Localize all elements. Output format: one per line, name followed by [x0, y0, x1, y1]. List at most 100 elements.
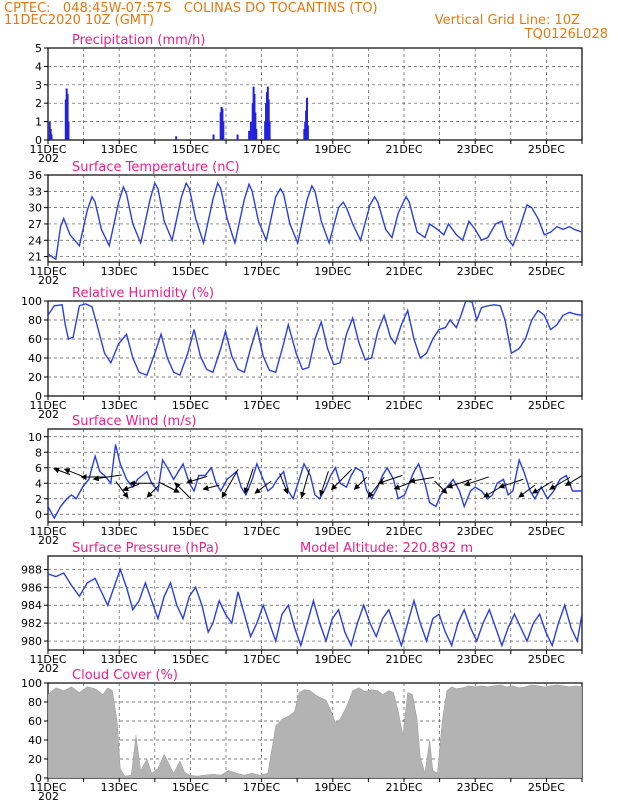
x-tick-label: 17DEC: [243, 265, 280, 278]
y-tick-label: 8: [35, 446, 42, 459]
panel-title: Surface Pressure (hPa): [72, 541, 219, 556]
panel-frame: [47, 428, 583, 523]
panel-plot-area: [48, 86, 309, 140]
precip-bar: [305, 97, 308, 140]
wind-arrow: [518, 484, 536, 498]
x-tick-label: 21DEC: [385, 781, 422, 794]
y-tick-label: 980: [21, 635, 42, 648]
series-line: [48, 444, 582, 520]
wind-arrow: [549, 476, 571, 490]
header-run-date: 11DEC2020 10Z (GMT): [4, 13, 155, 28]
y-tick-label: 40: [28, 734, 42, 747]
precip-bar: [50, 134, 53, 140]
x-tick-label: 19DEC: [314, 653, 351, 666]
panel-frame: [47, 47, 583, 141]
x-tick-label: 25DEC: [528, 143, 565, 156]
precip-bar: [254, 112, 257, 140]
header-grid-note: Vertical Grid Line: 10Z: [434, 13, 580, 28]
x-year-label: 202: [38, 534, 59, 547]
x-tick-label: 17DEC: [243, 525, 280, 538]
precip-bar: [236, 134, 239, 140]
x-tick-label: 23DEC: [457, 781, 494, 794]
y-tick-label: 24: [28, 234, 42, 247]
panel-0: 0 1 2 3 4 5 11DEC 13DEC 15DEC 17DEC 19DEC 21DEC 23DE…: [29, 33, 583, 165]
series-line: [48, 301, 582, 377]
wind-arrow: [564, 475, 582, 486]
wind-arrow: [300, 469, 311, 499]
wind-arrow: [393, 480, 415, 490]
wind-arrow: [158, 481, 180, 493]
y-tick-label: 0: [35, 134, 42, 147]
wind-arrow: [367, 476, 385, 498]
x-tick-label: 21DEC: [385, 653, 422, 666]
panel-subtitle: Model Altitude: 220.892 m: [300, 541, 473, 556]
panel-title: Relative Humidity (%): [72, 286, 214, 301]
panel-title: Surface Wind (m/s): [72, 414, 196, 429]
wind-arrow: [174, 482, 192, 500]
x-tick-label: 23DEC: [457, 399, 494, 412]
wind-arrow: [122, 483, 140, 492]
y-tick-label: 20: [28, 753, 42, 766]
y-tick-label: 4: [35, 60, 42, 73]
y-tick-label: 3: [35, 79, 42, 92]
x-tick-label: 15DEC: [172, 143, 209, 156]
y-tick-label: 20: [28, 371, 42, 384]
panel-frame: [47, 300, 583, 397]
wind-arrow: [146, 484, 160, 498]
x-tick-label: 25DEC: [528, 525, 565, 538]
panel-2: 0 20 40 60 80 100 11DEC 13DEC 15DEC 17DEC 19DEC 21D…: [21, 286, 583, 421]
wind-arrow: [463, 476, 489, 487]
wind-arrow: [53, 467, 71, 476]
x-year-label: 202: [38, 274, 59, 287]
x-tick-label: 19DEC: [314, 143, 351, 156]
precip-bar: [267, 99, 270, 140]
x-year-label: 202: [38, 790, 59, 800]
x-tick-label: 13DEC: [101, 525, 138, 538]
x-tick-label: 11DEC: [29, 653, 66, 666]
precip-bar: [306, 125, 309, 140]
panel-plot-area: [48, 567, 582, 648]
wind-arrow: [434, 480, 448, 494]
series-line: [48, 181, 582, 261]
wind-arrow: [254, 480, 272, 494]
precip-bar: [268, 121, 271, 140]
wind-arrow: [353, 476, 367, 490]
precip-bar: [212, 134, 215, 140]
panel-4: 980 982 984 986 988 11DEC 13DEC 15DEC 17DEC 19DEC…: [21, 541, 583, 675]
x-tick-label: 21DEC: [385, 143, 422, 156]
y-tick-label: 100: [21, 677, 42, 690]
wind-arrow: [92, 474, 122, 482]
precip-bar: [248, 130, 251, 140]
y-tick-label: 27: [28, 218, 42, 231]
x-year-label: 202: [38, 152, 59, 165]
panel-title: Precipitation (mm/h): [72, 33, 205, 48]
wind-arrow: [279, 473, 289, 495]
x-tick-label: 17DEC: [243, 781, 280, 794]
wind-arrow: [243, 468, 254, 494]
x-tick-label: 15DEC: [172, 781, 209, 794]
x-tick-label: 23DEC: [457, 525, 494, 538]
x-tick-label: 11DEC: [29, 525, 66, 538]
x-tick-label: 11DEC: [29, 143, 66, 156]
panel-frame: [47, 174, 583, 263]
y-tick-label: 60: [28, 715, 42, 728]
y-tick-label: 40: [28, 352, 42, 365]
x-tick-label: 15DEC: [172, 525, 209, 538]
y-tick-label: 988: [21, 563, 42, 576]
y-tick-label: 0: [35, 390, 42, 403]
y-tick-label: 0: [35, 508, 42, 521]
x-tick-label: 11DEC: [29, 399, 66, 412]
y-tick-label: 30: [28, 202, 42, 215]
y-tick-label: 36: [28, 169, 42, 182]
x-tick-label: 21DEC: [385, 399, 422, 412]
panel-plot-area: [48, 444, 582, 520]
x-tick-label: 17DEC: [243, 653, 280, 666]
series-line: [48, 567, 582, 648]
y-tick-label: 10: [28, 431, 42, 444]
x-tick-label: 19DEC: [314, 399, 351, 412]
panel-3: 0 2 4 6 8 10 11DEC 13DEC 15DEC 17DEC 19DEC 21DEC 23D…: [28, 414, 583, 547]
x-tick-label: 15DEC: [172, 265, 209, 278]
y-tick-label: 33: [28, 185, 42, 198]
header-station-line: CPTEC: 048:45W-07:57S COLINAS DO TOCANTI…: [4, 1, 378, 16]
